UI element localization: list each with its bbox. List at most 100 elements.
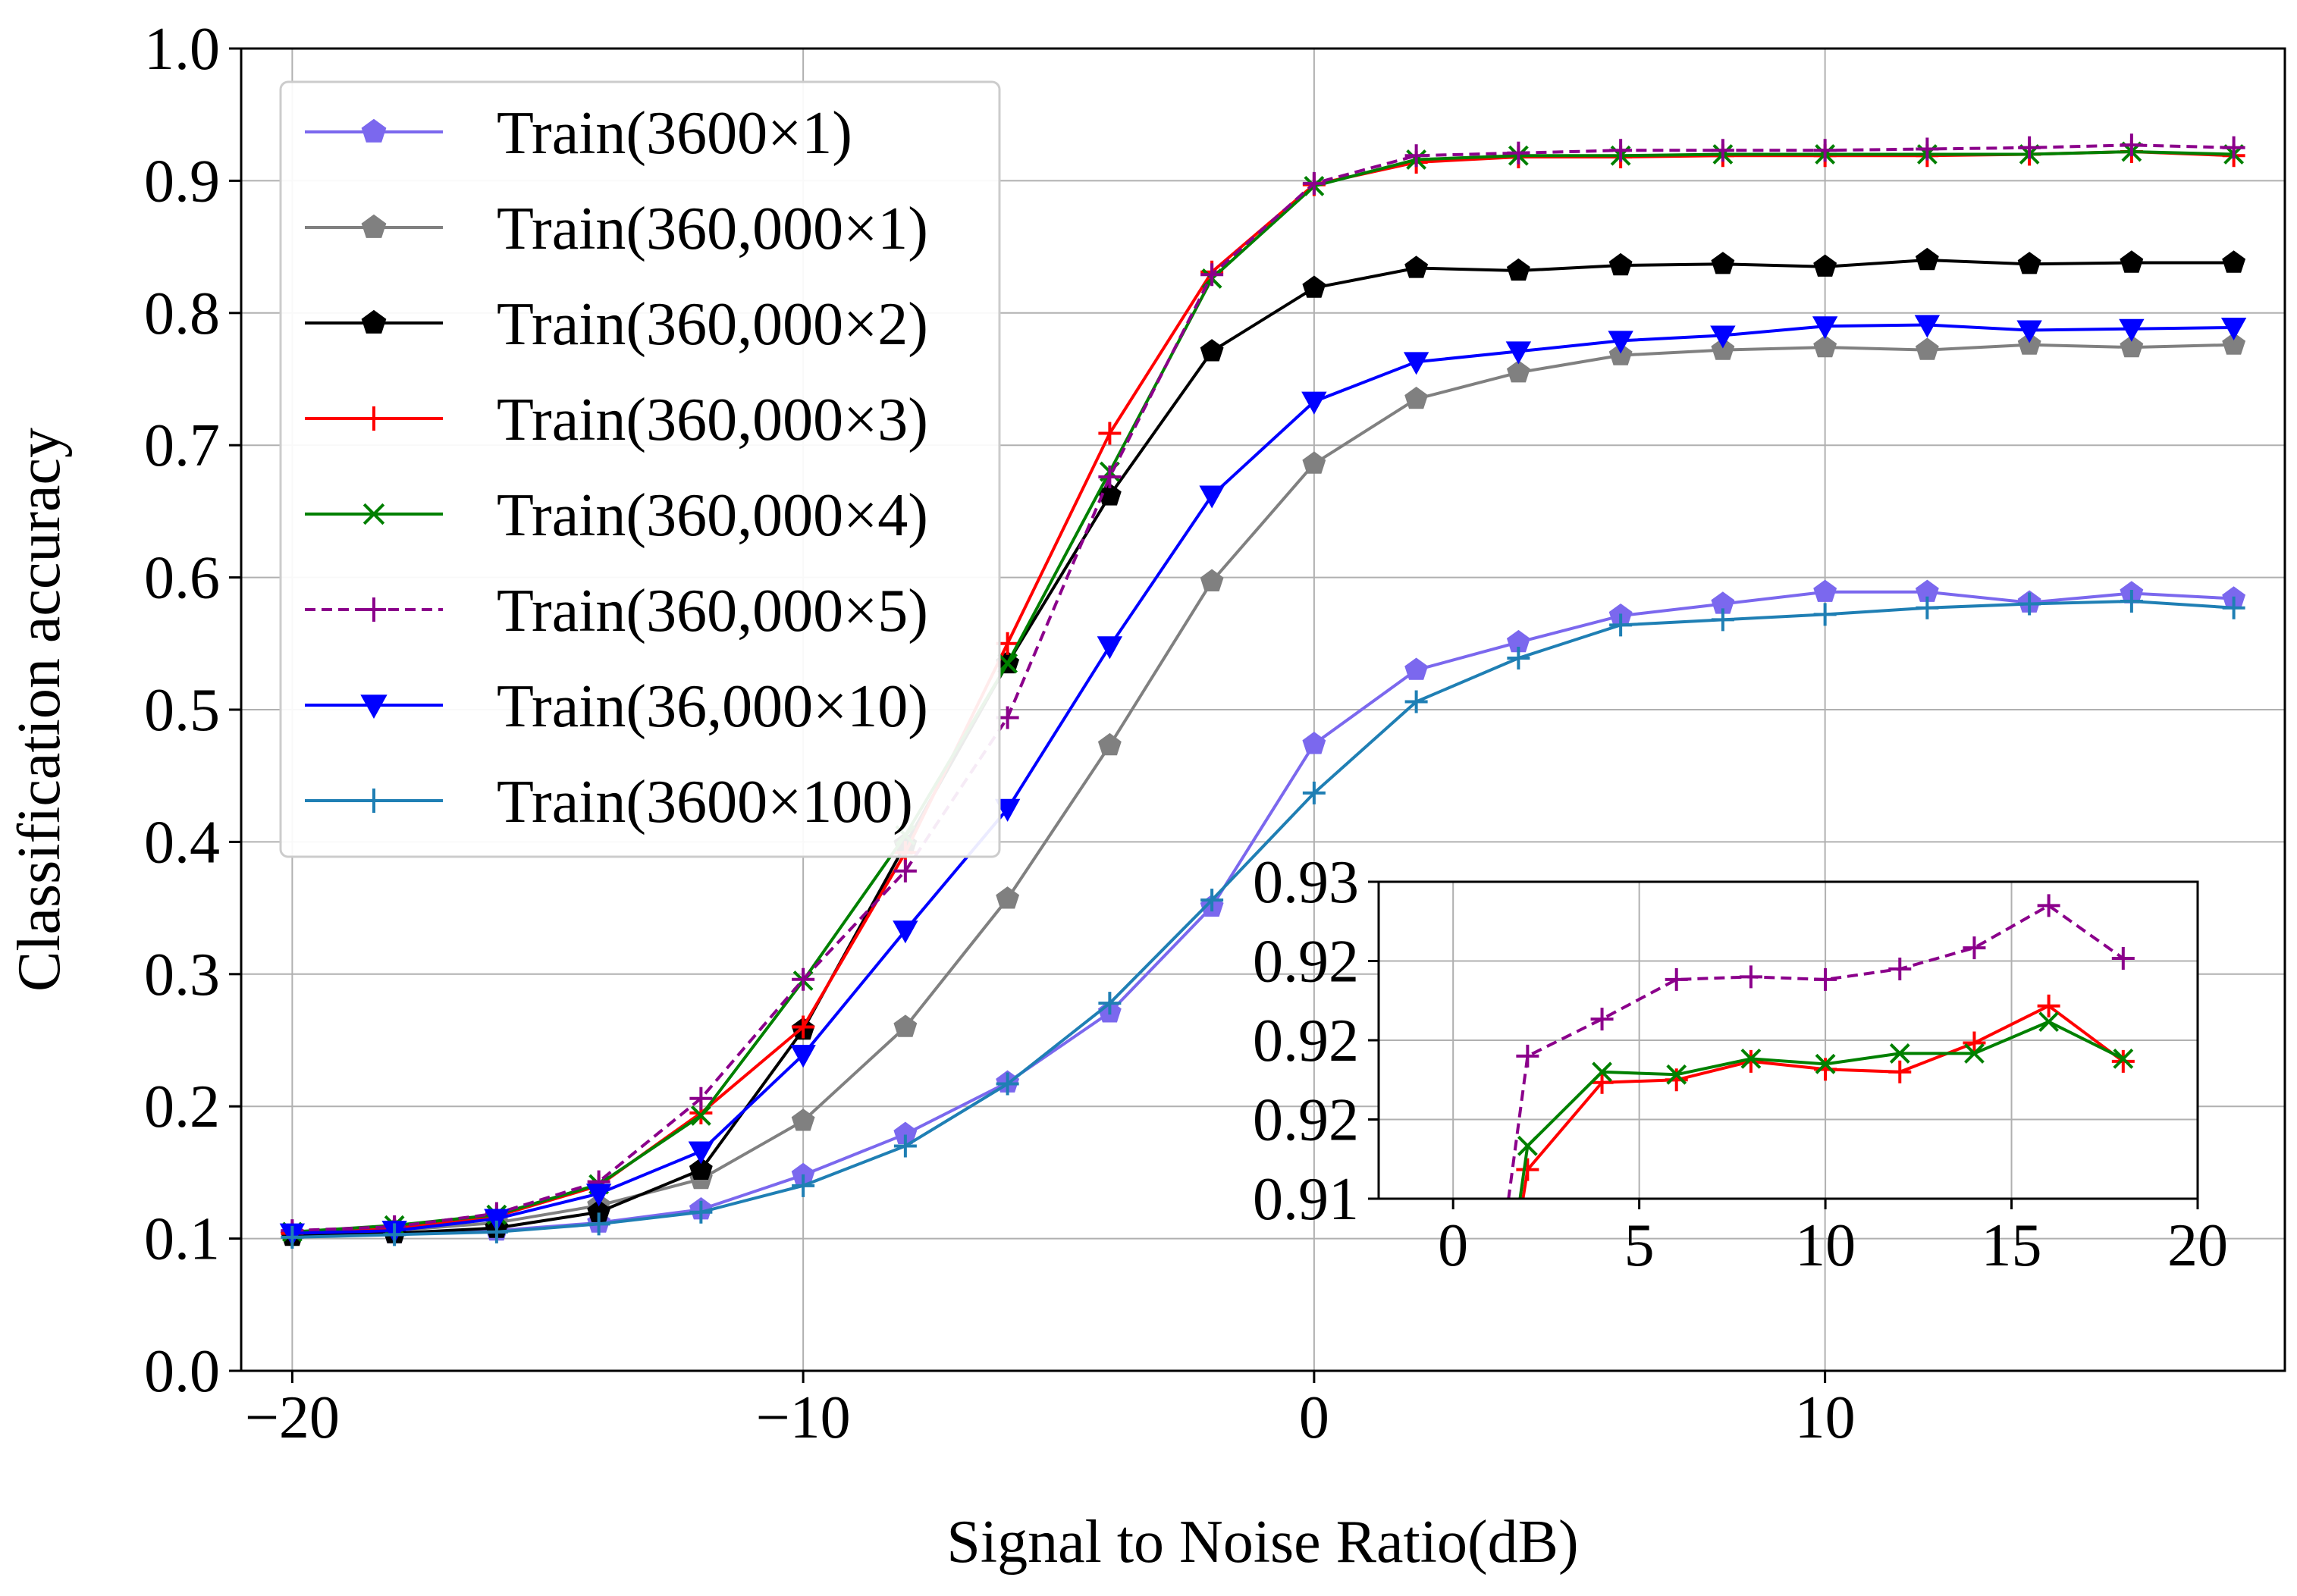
main-data-point — [1200, 339, 1224, 362]
main-data-point — [994, 798, 1021, 822]
main-y-tick-label: 0.2 — [144, 1074, 220, 1140]
main-data-point — [1404, 657, 1429, 680]
main-data-point — [792, 967, 815, 991]
inset-data-point — [2113, 1048, 2134, 1069]
main-data-point — [1916, 596, 1939, 619]
main-series-6 — [279, 315, 2247, 1246]
inset-x-tick-label: 0 — [1438, 1212, 1468, 1279]
inset-data-point — [1665, 967, 1688, 991]
main-x-tick-label: −10 — [756, 1384, 851, 1451]
main-data-point — [688, 1141, 714, 1165]
inset-data-point — [1814, 1058, 1837, 1081]
main-data-point — [792, 1015, 815, 1039]
main-data-point — [2119, 318, 2145, 342]
main-data-point — [2016, 320, 2042, 343]
main-data-point — [1813, 254, 1837, 277]
main-data-point — [1302, 171, 1326, 195]
inset-data-point — [2037, 994, 2060, 1017]
main-data-point — [1302, 451, 1326, 474]
main-data-point — [1098, 992, 1122, 1015]
main-data-point — [2018, 136, 2041, 159]
inset-y-tick-label: 0.93 — [1253, 849, 1359, 916]
inset-data-point — [1815, 1053, 1836, 1074]
inset-data-point — [2037, 894, 2060, 917]
main-series-7 — [281, 589, 2245, 1249]
inset-series-1 — [1517, 1011, 2134, 1199]
inset-data-point — [1814, 967, 1837, 991]
main-data-point — [1200, 569, 1224, 591]
legend-swatch-marker — [360, 695, 388, 720]
main-data-point — [2018, 592, 2041, 616]
inset-data-point — [1590, 1071, 1614, 1094]
inset-data-point — [1592, 1061, 1612, 1083]
main-data-point — [1915, 337, 1939, 360]
main-data-point — [1813, 603, 1837, 626]
main-data-point — [484, 1209, 510, 1232]
main-data-point — [1609, 139, 1633, 162]
main-data-point — [2220, 317, 2247, 341]
main-data-point — [997, 653, 1018, 674]
main-data-point — [2222, 250, 2246, 273]
main-data-point — [1608, 343, 1633, 365]
legend-swatch-marker — [361, 309, 387, 334]
inset-series-line — [1521, 1004, 2124, 1199]
main-data-point — [1097, 732, 1122, 756]
inset-x-tick-label: 20 — [2167, 1212, 2228, 1279]
main-data-point — [2120, 133, 2143, 157]
main-data-point — [690, 1105, 711, 1126]
main-data-point — [893, 859, 917, 883]
main-data-point — [1505, 341, 1532, 365]
inset-data-point — [2111, 947, 2135, 970]
legend-swatch-marker — [362, 406, 386, 431]
inset-data-point — [1516, 1044, 1539, 1068]
main-data-point — [2222, 136, 2245, 159]
main-data-point — [1404, 144, 1428, 168]
legend-label: Train(360,000×2) — [497, 291, 928, 358]
main-data-point — [996, 886, 1020, 909]
main-data-point — [1199, 485, 1225, 509]
main-series-line — [292, 343, 2234, 1237]
main-data-point — [790, 1045, 816, 1068]
inset-data-point — [1739, 965, 1762, 989]
inset-data-point — [1963, 936, 1986, 960]
main-y-tick-label: 0.0 — [144, 1338, 220, 1405]
main-data-point — [792, 1174, 815, 1197]
main-data-point — [1812, 316, 1838, 340]
main-data-point — [791, 1108, 815, 1131]
main-data-point — [689, 1086, 713, 1110]
y-axis-label: Classification accuracy — [6, 428, 73, 992]
legend-swatch-marker — [362, 789, 386, 813]
main-data-point — [1711, 252, 1735, 274]
inset-x-tick-label: 5 — [1624, 1212, 1655, 1279]
legend-swatch-marker — [362, 503, 385, 525]
main-data-point — [585, 1184, 612, 1207]
legend-swatch-marker — [362, 597, 386, 622]
main-data-point — [1403, 352, 1429, 375]
main-series-5 — [281, 133, 2245, 1243]
main-data-point — [1608, 252, 1633, 276]
inset-data-point — [1963, 1031, 1986, 1055]
main-data-point — [1200, 889, 1224, 912]
main-data-point — [1200, 263, 1224, 287]
inset-series-line — [1507, 904, 2124, 1199]
main-data-point — [2222, 332, 2246, 355]
main-data-point — [1302, 781, 1326, 804]
main-data-point — [893, 1014, 918, 1037]
legend-label: Train(3600×100) — [497, 769, 913, 836]
inset-data-point — [1666, 1064, 1687, 1085]
legend-box — [279, 80, 1001, 858]
main-data-point — [1914, 315, 1941, 338]
legend-label: Train(360,000×1) — [497, 196, 928, 262]
main-data-point — [1098, 466, 1122, 489]
inset-data-point — [1517, 1135, 1538, 1156]
legend-swatch-marker — [361, 214, 387, 238]
main-data-point — [689, 1157, 713, 1180]
inset-chart: 0 5 10 15 20 0.91 0.92 0.92 0.92 0.93 — [1253, 849, 2228, 1279]
x-axis-label: Signal to Noise Ratio(dB) — [946, 1509, 1578, 1576]
main-data-point — [1098, 422, 1122, 445]
main-data-point — [1097, 636, 1123, 660]
main-data-point — [1507, 141, 1530, 165]
main-y-tick-label: 0.9 — [144, 148, 220, 215]
main-data-point — [1915, 247, 1939, 271]
